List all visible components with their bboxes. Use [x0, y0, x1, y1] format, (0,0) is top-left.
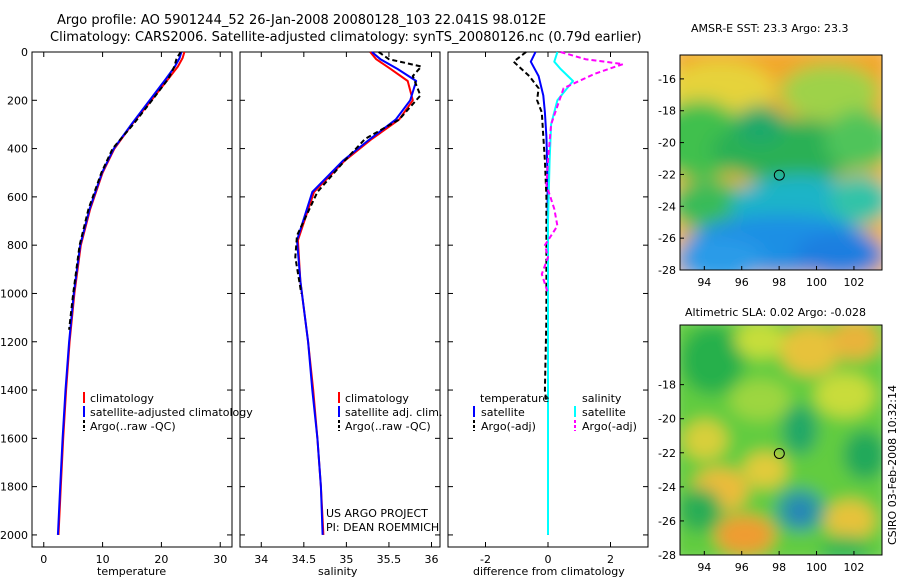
legend-label-temp-satellite: satellite: [481, 406, 525, 419]
series-line-satellite: [296, 51, 418, 535]
map-x-tick-label: 96: [735, 276, 749, 289]
y-tick-label: 1000: [0, 287, 28, 300]
sst-map-axes: 94 96 98 100 102 -16 -18 -20 -22 -24 -26 -28: [658, 73, 864, 289]
salinity-axes: [239, 51, 441, 548]
x-tick-label: 34: [254, 553, 268, 566]
project-annotation-line1: US ARGO PROJECT: [326, 507, 428, 520]
difference-xlabel: difference from climatology: [473, 565, 625, 578]
y-tick-label: 2000: [0, 529, 28, 542]
x-tick-label: 0: [40, 553, 47, 566]
y-tick-label: 400: [7, 143, 28, 156]
y-tick-label: 800: [7, 239, 28, 252]
y-tick-label: 200: [7, 94, 28, 107]
temperature-axes: [31, 51, 233, 548]
temperature-xlabel: temperature: [97, 565, 166, 578]
map-x-tick-label: 94: [697, 561, 711, 574]
x-tick-label: 30: [213, 553, 227, 566]
figure-title-line1: Argo profile: AO 5901244_52 26-Jan-2008 …: [57, 13, 546, 28]
map-x-tick-label: 100: [806, 561, 827, 574]
map-x-tick-label: 100: [806, 276, 827, 289]
legend-label-argo: Argo(..raw -QC): [345, 420, 431, 433]
temperature-legend: climatology satellite-adjusted climatolo…: [83, 392, 253, 433]
map-y-tick-label: -20: [658, 137, 676, 150]
y-tick-label: 1400: [0, 384, 28, 397]
x-tick-label: 35: [339, 553, 353, 566]
legend-label-sal-argo: Argo(-adj): [582, 420, 637, 433]
x-tick-label: 2: [607, 553, 614, 566]
sst-map-frame: [679, 54, 883, 271]
map-x-tick-label: 94: [697, 276, 711, 289]
sst-map: [680, 55, 882, 270]
sla-map: [680, 325, 882, 555]
y-tick-label: 1800: [0, 481, 28, 494]
map-x-tick-label: 98: [772, 561, 786, 574]
legend-label-climatology: climatology: [345, 392, 409, 405]
x-tick-label: -2: [480, 553, 491, 566]
series-line-argo: [294, 51, 423, 294]
map-x-tick-label: 96: [735, 561, 749, 574]
map-x-tick-label: 102: [843, 561, 864, 574]
sla-map-frame: [679, 324, 883, 556]
map-x-tick-label: 102: [843, 276, 864, 289]
legend-label-satellite: satellite adj. clim.: [345, 406, 442, 419]
sst-map-title: AMSR-E SST: 23.3 Argo: 23.3: [691, 22, 849, 35]
difference-plot: -2 0 2: [448, 51, 648, 566]
map-y-tick-label: -22: [658, 447, 676, 460]
project-annotation-line2: PI: DEAN ROEMMICH: [326, 521, 439, 534]
map-y-tick-label: -22: [658, 168, 676, 181]
map-y-tick-label: -16: [658, 73, 676, 86]
legend-label-climatology: climatology: [90, 392, 154, 405]
y-tick-label: 0: [21, 46, 28, 59]
x-tick-label: 35.5: [377, 553, 402, 566]
sla-map-title: Altimetric SLA: 0.02 Argo: -0.028: [685, 306, 866, 319]
map-y-tick-label: -26: [658, 515, 676, 528]
y-tick-label: 1200: [0, 336, 28, 349]
sla-map-axes: 94 96 98 100 102 -18 -20 -22 -24 -26 -28: [658, 379, 864, 574]
salinity-plot: 34 34.5 35 35.5 36: [240, 51, 440, 566]
x-tick-label: 36: [424, 553, 438, 566]
y-tick-label: 600: [7, 191, 28, 204]
figure-title-line2: Climatology: CARS2006. Satellite-adjuste…: [50, 30, 642, 45]
argo-location-marker: [773, 169, 785, 181]
map-y-tick-label: -24: [658, 481, 676, 494]
map-y-tick-label: -18: [658, 379, 676, 392]
y-tick-label: 1600: [0, 432, 28, 445]
legend-label-satellite: satellite-adjusted climatology: [90, 406, 253, 419]
map-y-tick-label: -28: [658, 264, 676, 277]
map-y-tick-label: -18: [658, 105, 676, 118]
map-y-tick-label: -20: [658, 413, 676, 426]
map-y-tick-label: -26: [658, 232, 676, 245]
legend-label-sal-satellite: satellite: [582, 406, 626, 419]
series-line-sal_diff_argo: [540, 51, 624, 294]
legend-label-temp-argo: Argo(-adj): [481, 420, 536, 433]
map-y-tick-label: -28: [658, 549, 676, 562]
legend-title-temperature: temperature: [480, 392, 549, 405]
x-tick-label: 10: [96, 553, 110, 566]
temperature-plot: 0 10 20 30 0 200 400 600 800 1000 1200 1400 1600 1800…: [0, 46, 232, 566]
salinity-legend: climatology satellite adj. clim. Argo(..…: [338, 392, 442, 433]
x-tick-label: 34.5: [292, 553, 317, 566]
map-x-tick-label: 98: [772, 276, 786, 289]
map-y-tick-label: -24: [658, 200, 676, 213]
legend-title-salinity: salinity: [582, 392, 622, 405]
csiro-timestamp-label: CSIRO 03-Feb-2008 10:32:14: [886, 385, 899, 545]
salinity-xlabel: salinity: [318, 565, 358, 578]
difference-legend: temperature satellite Argo(-adj) salinit…: [473, 392, 637, 433]
x-tick-label: 20: [154, 553, 168, 566]
x-tick-label: 0: [545, 553, 552, 566]
legend-label-argo: Argo(..raw -QC): [90, 420, 176, 433]
series-line-temp_diff_argo: [512, 51, 548, 403]
argo-location-marker: [773, 447, 785, 459]
